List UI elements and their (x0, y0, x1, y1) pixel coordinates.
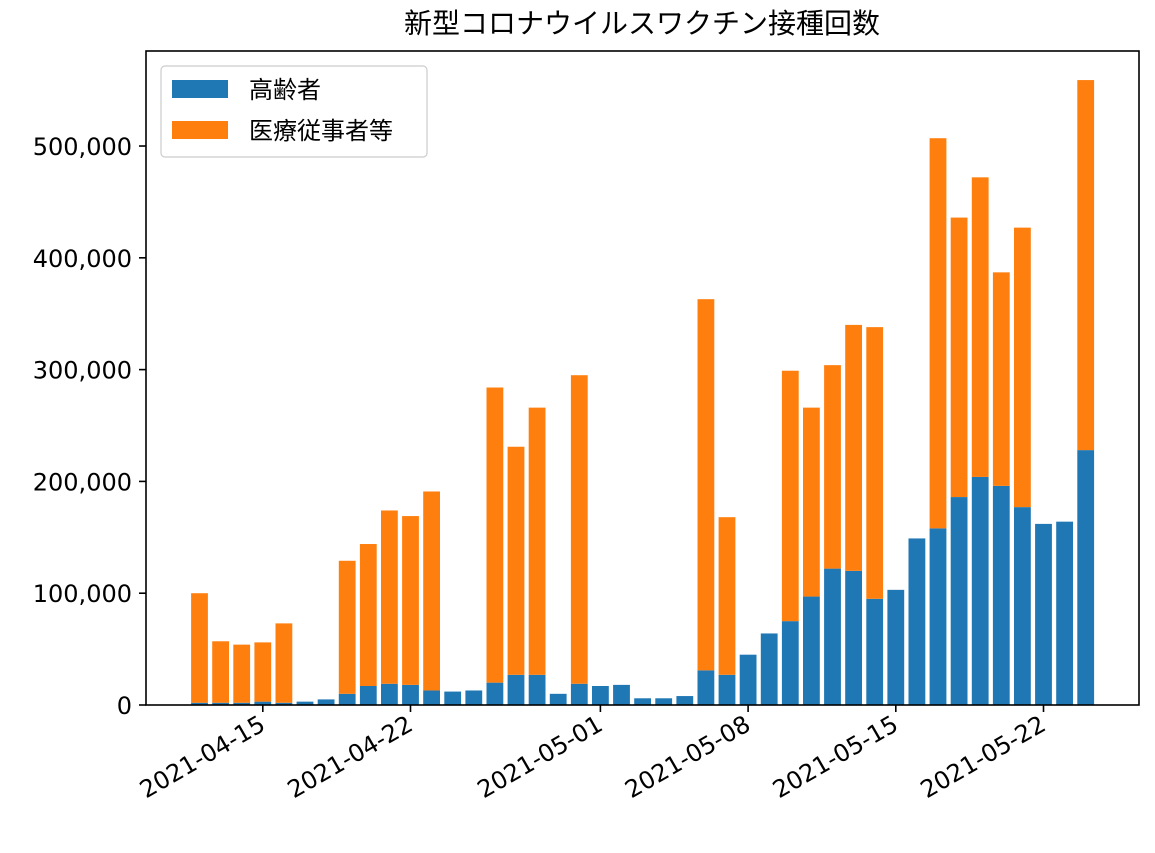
bar-healthcare-2021-04-19 (338, 560, 356, 694)
bar-elderly-2021-05-07 (718, 674, 736, 705)
x-tick-label: 2021-05-22 (916, 710, 1051, 804)
bar-healthcare-2021-05-13 (845, 324, 862, 571)
bar-healthcare-2021-05-24 (1077, 80, 1095, 451)
bar-healthcare-2021-04-26 (486, 387, 504, 683)
bar-elderly-2021-04-19 (338, 693, 356, 705)
bar-elderly-2021-04-14 (233, 702, 251, 705)
bar-elderly-2021-05-12 (824, 568, 841, 705)
x-tick-label: 2021-05-15 (768, 710, 903, 804)
bar-healthcare-2021-04-14 (233, 644, 251, 703)
x-tick-label: 2021-04-22 (283, 710, 418, 804)
chart-title: 新型コロナウイルスワクチン接種回数 (404, 7, 880, 40)
bar-elderly-2021-05-06 (697, 670, 715, 705)
bar-elderly-2021-04-29 (549, 693, 567, 705)
bar-elderly-2021-04-25 (465, 690, 483, 705)
bar-elderly-2021-04-17 (296, 701, 314, 705)
bar-elderly-2021-04-22 (402, 684, 419, 705)
bar-healthcare-2021-05-14 (866, 327, 884, 599)
bar-elderly-2021-05-09 (760, 633, 778, 705)
bar-elderly-2021-05-18 (950, 497, 968, 705)
bar-healthcare-2021-04-28 (528, 407, 546, 675)
legend: 高齢者 医療従事者等 (160, 65, 428, 158)
legend-label-elderly: 高齢者 (249, 76, 321, 104)
bar-elderly-2021-05-19 (971, 476, 989, 705)
bar-elderly-2021-04-26 (486, 682, 504, 705)
bar-elderly-2021-04-21 (381, 683, 398, 705)
plot-frame (145, 50, 1140, 706)
bar-elderly-2021-05-02 (613, 684, 630, 705)
bar-elderly-2021-05-24 (1077, 450, 1095, 705)
bar-healthcare-2021-05-07 (718, 517, 736, 675)
bar-healthcare-2021-04-27 (507, 446, 525, 675)
legend-label-healthcare-workers: 医療従事者等 (249, 117, 393, 145)
bar-healthcare-2021-05-18 (950, 217, 968, 498)
bar-healthcare-2021-04-13 (212, 641, 229, 703)
y-tick-label: 500,000 (33, 133, 132, 161)
bar-healthcare-2021-05-11 (803, 407, 820, 597)
bar-elderly-2021-05-01 (592, 685, 609, 705)
bar-elderly-2021-05-05 (676, 696, 694, 705)
y-tick-label: 0 (117, 692, 132, 720)
x-tick-label: 2021-05-01 (473, 710, 608, 804)
bar-healthcare-2021-04-30 (570, 375, 588, 684)
bar-elderly-2021-05-04 (655, 698, 673, 705)
bar-elderly-2021-04-12 (191, 702, 208, 705)
bar-elderly-2021-05-13 (845, 570, 862, 705)
legend-swatch-healthcare-workers (172, 121, 228, 139)
bar-elderly-2021-05-22 (1035, 523, 1052, 705)
bar-healthcare-2021-05-17 (929, 138, 947, 529)
bar-elderly-2021-04-15 (254, 701, 272, 705)
bar-elderly-2021-05-16 (908, 538, 926, 705)
bar-elderly-2021-05-17 (929, 528, 947, 705)
bar-healthcare-2021-05-21 (1014, 227, 1031, 508)
bar-elderly-2021-05-03 (634, 698, 651, 705)
y-tick-label: 200,000 (33, 468, 132, 496)
bar-elderly-2021-05-11 (803, 596, 820, 705)
x-axis: 2021-04-15 2021-04-22 2021-05-01 2021-05-08… (135, 705, 1051, 804)
bar-healthcare-2021-05-20 (992, 272, 1010, 486)
bar-elderly-2021-05-23 (1056, 521, 1073, 705)
y-tick-label: 400,000 (33, 245, 132, 273)
bar-elderly-2021-05-21 (1014, 507, 1031, 705)
bar-elderly-2021-04-16 (275, 702, 293, 705)
bar-healthcare-2021-04-15 (254, 642, 272, 702)
y-tick-label: 100,000 (33, 580, 132, 608)
bar-healthcare-2021-05-06 (697, 299, 715, 671)
bar-elderly-2021-04-23 (423, 690, 440, 705)
bar-healthcare-2021-05-12 (824, 365, 841, 569)
bar-healthcare-2021-04-21 (381, 510, 398, 684)
bar-healthcare-2021-05-10 (781, 370, 799, 622)
x-tick-label: 2021-05-08 (620, 710, 755, 804)
bar-elderly-2021-05-08 (739, 654, 757, 705)
legend-swatch-elderly (172, 80, 228, 98)
x-tick-label: 2021-04-15 (135, 710, 270, 804)
bar-healthcare-2021-04-16 (275, 623, 293, 703)
bar-elderly-2021-04-30 (570, 683, 588, 705)
bar-elderly-2021-04-28 (528, 674, 546, 705)
bar-healthcare-2021-05-19 (971, 177, 989, 477)
bar-elderly-2021-04-20 (359, 685, 377, 705)
bar-elderly-2021-05-20 (992, 485, 1010, 705)
bar-elderly-2021-05-10 (781, 621, 799, 705)
bar-elderly-2021-05-14 (866, 598, 884, 705)
bar-healthcare-2021-04-23 (423, 491, 440, 691)
bar-elderly-2021-04-24 (444, 691, 462, 705)
bar-healthcare-2021-04-12 (191, 593, 208, 703)
y-tick-label: 300,000 (33, 357, 132, 385)
bars-group (191, 80, 1095, 705)
bar-elderly-2021-05-15 (887, 589, 905, 705)
bar-elderly-2021-04-27 (507, 674, 525, 705)
bar-elderly-2021-04-13 (212, 702, 229, 705)
bar-healthcare-2021-04-20 (359, 544, 377, 686)
y-axis: 0 100,000 200,000 300,000 400,000 500,000 (33, 133, 146, 720)
bar-elderly-2021-04-18 (317, 699, 335, 705)
bar-healthcare-2021-04-22 (402, 516, 419, 685)
